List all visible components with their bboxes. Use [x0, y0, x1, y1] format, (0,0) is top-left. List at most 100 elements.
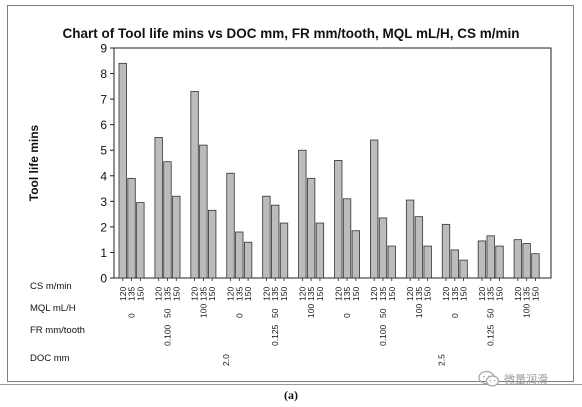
- bar: [370, 139, 379, 279]
- cs-label: 150: [315, 287, 325, 301]
- cs-label: 120: [154, 287, 164, 301]
- cs-label: 150: [135, 287, 145, 301]
- mql-label: 50: [270, 308, 280, 318]
- doc-label: 2.0: [221, 354, 231, 366]
- bar: [342, 198, 352, 279]
- bar: [414, 216, 424, 279]
- y-tick-label: 1: [100, 246, 107, 260]
- bar: [495, 245, 504, 279]
- bar: [531, 253, 540, 279]
- cs-label: 150: [351, 287, 361, 301]
- bar: [271, 204, 280, 279]
- cs-label: 120: [190, 287, 200, 301]
- y-tick-label: 7: [100, 93, 107, 107]
- bar: [118, 62, 127, 279]
- mql-label: 0: [234, 313, 244, 318]
- fr-label: 0.100: [378, 324, 388, 346]
- watermark: 微量润滑: [478, 369, 548, 389]
- cs-label: 150: [459, 287, 469, 301]
- mql-label: 0: [342, 313, 352, 318]
- fr-label: 0.125: [486, 324, 496, 346]
- cs-label: 135: [342, 287, 352, 301]
- cs-label: 135: [378, 287, 388, 301]
- cs-label: 135: [450, 287, 460, 301]
- bar: [199, 144, 208, 279]
- mql-label: 50: [378, 308, 388, 318]
- cs-label: 120: [118, 287, 128, 301]
- mql-label: 50: [486, 308, 496, 318]
- cs-label: 150: [423, 287, 433, 301]
- factor-label: MQL mL/H: [30, 303, 76, 314]
- bar: [226, 172, 235, 279]
- factor-label: DOC mm: [30, 353, 70, 364]
- cs-label: 120: [226, 287, 236, 301]
- bar: [306, 177, 316, 279]
- cs-label: 150: [207, 287, 217, 301]
- bar: [235, 231, 244, 279]
- cs-label: 135: [234, 287, 244, 301]
- bar: [423, 245, 432, 279]
- y-tick-label: 9: [100, 42, 107, 56]
- fr-label: 0.125: [270, 324, 280, 346]
- bar: [208, 209, 217, 279]
- cs-label: 120: [513, 287, 523, 301]
- cs-label: 120: [261, 287, 271, 301]
- y-tick-label: 5: [100, 144, 107, 158]
- cs-label: 120: [477, 287, 487, 301]
- cs-label: 150: [387, 287, 397, 301]
- cs-label: 135: [486, 287, 496, 301]
- cs-label: 150: [495, 287, 505, 301]
- mql-label: 0: [450, 313, 460, 318]
- bar: [486, 235, 495, 279]
- bar: [513, 239, 522, 279]
- bar: [378, 217, 388, 279]
- doc-label: 2.5: [436, 354, 446, 366]
- bar: [315, 222, 325, 279]
- factor-label: CS m/min: [30, 281, 72, 292]
- bar: [190, 91, 199, 279]
- mql-label: 100: [522, 304, 532, 318]
- y-tick-label: 3: [100, 195, 107, 209]
- bar: [163, 161, 172, 279]
- bar: [477, 240, 487, 279]
- cs-label: 150: [530, 287, 540, 301]
- bar: [387, 245, 396, 279]
- mql-label: 50: [162, 308, 172, 318]
- divider: [0, 384, 582, 385]
- bar: [334, 160, 343, 279]
- bar: [405, 199, 415, 279]
- y-tick-label: 6: [100, 118, 107, 132]
- bar: [279, 222, 289, 279]
- cs-label: 150: [171, 287, 181, 301]
- bar: [459, 259, 468, 279]
- y-tick-label: 8: [100, 67, 107, 81]
- bar: [522, 243, 531, 279]
- y-tick-label: 2: [100, 220, 107, 234]
- chart: Chart of Tool life mins vs DOC mm, FR mm…: [27, 26, 552, 366]
- mql-label: 100: [306, 304, 316, 318]
- cs-label: 135: [162, 287, 172, 301]
- cs-label: 135: [414, 287, 424, 301]
- chart-title: Chart of Tool life mins vs DOC mm, FR mm…: [62, 26, 519, 41]
- cs-label: 120: [369, 287, 379, 301]
- cs-label: 120: [405, 287, 415, 301]
- cs-label: 135: [270, 287, 280, 301]
- fr-label: 0.100: [162, 324, 172, 346]
- cs-label: 135: [198, 287, 208, 301]
- y-tick-label: 0: [100, 272, 107, 286]
- bar: [172, 195, 181, 279]
- watermark-text: 微量润滑: [504, 374, 548, 386]
- y-axis-label: Tool life mins: [27, 124, 41, 201]
- cs-label: 150: [279, 287, 289, 301]
- cs-label: 135: [522, 287, 532, 301]
- factor-label: FR mm/tooth: [30, 325, 85, 336]
- wechat-icon: [478, 370, 500, 388]
- cs-label: 135: [127, 287, 137, 301]
- bar: [262, 195, 271, 279]
- bar: [243, 241, 253, 279]
- mql-label: 0: [127, 313, 137, 318]
- bar: [351, 230, 361, 279]
- cs-label: 120: [333, 287, 343, 301]
- y-tick-label: 4: [100, 169, 107, 183]
- cs-label: 120: [297, 287, 307, 301]
